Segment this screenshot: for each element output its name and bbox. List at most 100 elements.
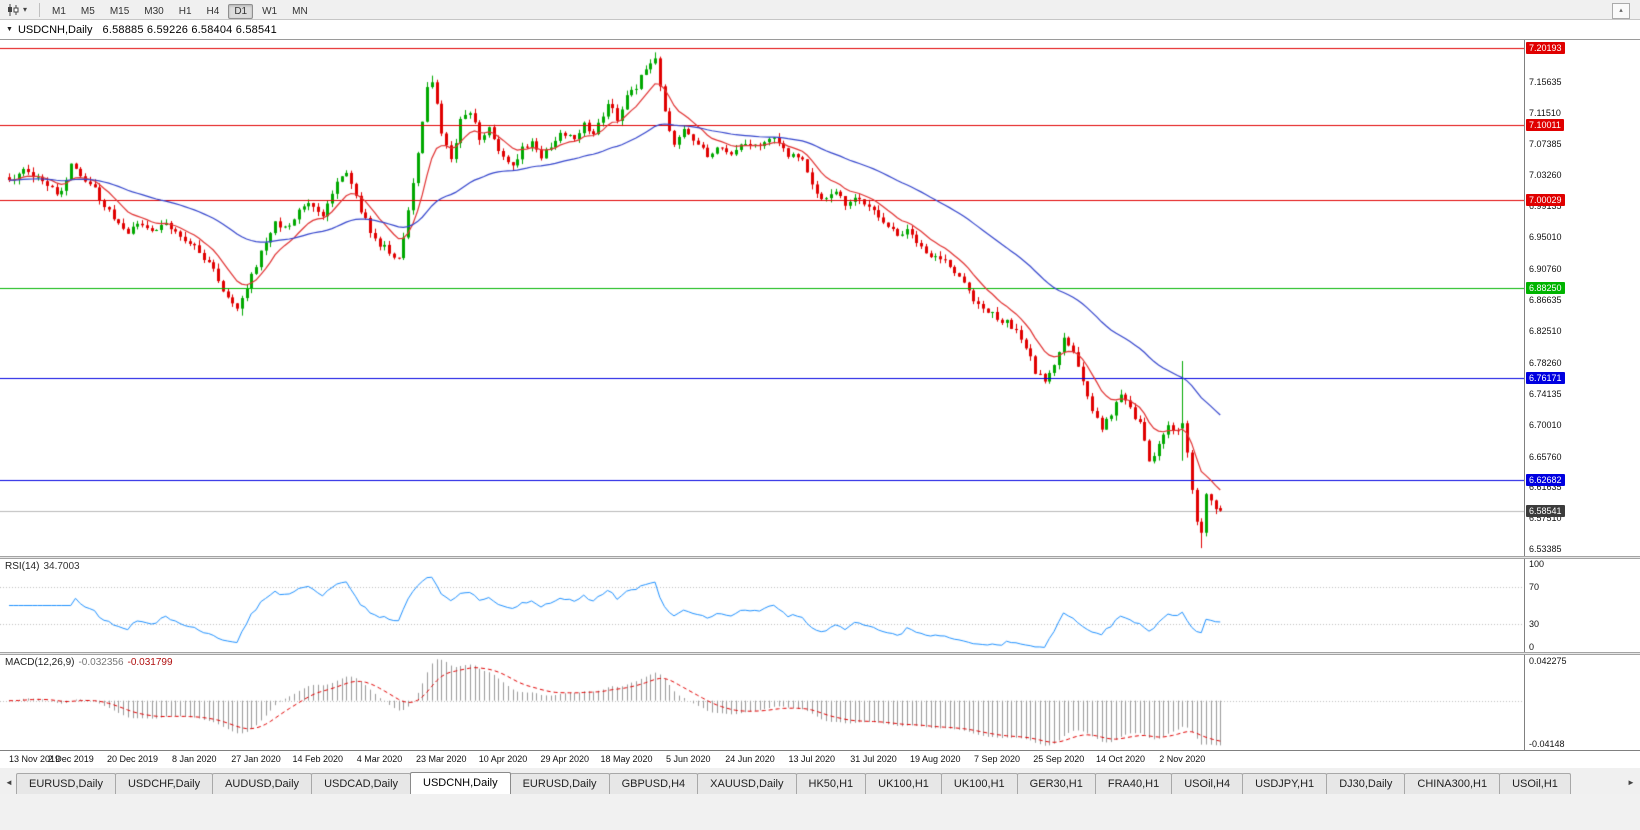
price-axis-label: 6.53385 [1529,544,1562,555]
macd-axis-min-label: -0.04148 [1529,739,1565,749]
symbol-tab[interactable]: GBPUSD,H4 [608,773,699,794]
rsi-indicator-label: RSI(14) 34.7003 [5,561,80,572]
symbol-tab[interactable]: EURUSD,Daily [16,773,116,794]
symbol-tab[interactable]: DJ30,Daily [1326,773,1406,794]
chart-window: ▼ USDCNH,Daily 6.58885 6.59226 6.58404 6… [0,20,1640,768]
time-axis-label: 10 Apr 2020 [478,754,528,764]
timeframe-button-m15[interactable]: M15 [109,5,130,17]
time-axis-label: 14 Oct 2020 [1095,754,1146,764]
toolbar-separator [39,2,40,17]
tabbar-scroll-right-icon[interactable]: ► [1627,778,1635,787]
symbol-tab[interactable]: FRA40,H1 [1094,773,1173,794]
symbol-tab[interactable]: USOil,H4 [1171,773,1244,794]
bid-price-tag: 6.58541 [1526,504,1565,517]
candlestick-chart-glyph [8,3,19,16]
status-bar [0,794,1640,830]
symbol-tab[interactable]: UK100,H1 [865,773,942,794]
time-axis-label: 31 Jul 2020 [850,754,897,764]
price-axis-label: 6.86635 [1529,294,1562,305]
pane-resize-divider[interactable] [0,652,1640,655]
time-axis-label: 2 Nov 2020 [1159,754,1206,764]
scroll-up-button[interactable]: ▴ [1612,3,1630,19]
macd-axis[interactable]: 0.042275 -0.04148 [1525,655,1640,750]
rsi-axis-label: 100 [1529,559,1545,569]
chart-type-dropdown-icon[interactable]: ▾ [23,5,28,14]
chart-dropdown-icon[interactable]: ▼ [6,26,13,33]
hline-price-tag: 7.10011 [1526,118,1564,131]
time-axis-label: 24 Jun 2020 [725,754,775,764]
price-chart-canvas[interactable] [0,40,1525,556]
macd-signal-value: -0.031799 [127,657,173,668]
hline-price-tag: 6.76171 [1526,372,1565,385]
symbol-tab[interactable]: HK50,H1 [795,773,867,794]
macd-chart-canvas[interactable] [0,655,1525,750]
price-axis-label: 6.95010 [1529,232,1562,243]
timeframe-button-d1[interactable]: D1 [228,3,254,19]
macd-pane: MACD(12,26,9) -0.032356 -0.031799 0.042275… [0,655,1640,750]
candlestick-chart-icon[interactable] [4,2,22,18]
pane-resize-divider[interactable] [0,556,1640,559]
price-pane: 7.15635 7.11510 7.07385 7.03260 6.99135 6.950… [0,40,1640,556]
time-axis-label: 29 Apr 2020 [540,754,590,764]
rsi-chart-canvas[interactable] [0,559,1525,652]
tabbar-scroll-left-icon[interactable]: ◄ [5,778,13,787]
price-axis-label: 7.03260 [1529,170,1562,181]
symbol-tab[interactable]: USDCAD,Daily [311,773,412,794]
time-axis-label: 27 Jan 2020 [231,754,281,764]
symbol-tab[interactable]: UK100,H1 [940,773,1018,794]
price-axis[interactable]: 7.15635 7.11510 7.07385 7.03260 6.99135 6.950… [1525,40,1640,556]
hline-price-tag: 7.20193 [1526,42,1565,55]
price-axis-label: 7.07385 [1529,139,1562,150]
macd-main-value: -0.032356 [78,657,124,668]
time-axis-label: 5 Jun 2020 [665,754,711,764]
symbol-tab[interactable]: GER30,H1 [1016,773,1096,794]
time-axis-label: 20 Dec 2019 [106,754,159,764]
timeframe-button-w1[interactable]: W1 [262,5,278,17]
rsi-name: RSI(14) [5,561,40,572]
toolbar: ▾ M1 M5 M15 M30 H1 H4 D1 W1 MN ▴ [0,0,1640,20]
time-axis-label: 14 Feb 2020 [292,754,344,764]
symbol-tab[interactable]: USDJPY,H1 [1242,773,1328,794]
symbol-tab[interactable]: AUDUSD,Daily [212,773,313,794]
time-axis-label: 25 Sep 2020 [1033,754,1085,764]
timeframe-button-m5[interactable]: M5 [80,5,95,17]
symbol-tab[interactable]: USDCHF,Daily [114,773,214,794]
time-axis[interactable]: 13 Nov 2019 2 Dec 2019 20 Dec 2019 8 Jan 20… [0,750,1640,768]
rsi-axis-label: 30 [1529,619,1540,630]
chart-ohlc-values: 6.58885 6.59226 6.58404 6.58541 [102,23,277,36]
timeframe-button-m1[interactable]: M1 [52,5,66,17]
symbol-tab[interactable]: XAUUSD,Daily [697,773,797,794]
symbol-tab[interactable]: USDCNH,Daily [410,772,511,794]
macd-indicator-label: MACD(12,26,9) -0.032356 -0.031799 [5,657,173,668]
time-axis-label: 2 Dec 2019 [47,754,94,764]
rsi-axis[interactable]: 100 70 30 0 [1525,559,1640,652]
hline-price-tag: 6.88250 [1526,281,1565,294]
time-axis-label: 7 Sep 2020 [973,754,1021,764]
price-axis-label: 6.70010 [1529,419,1562,430]
symbol-tab[interactable]: EURUSD,Daily [509,773,610,794]
chart-tabbar: ◄ EURUSD,Daily USDCHF,Daily AUDUSD,Daily US… [0,768,1640,794]
time-axis-label: 19 Aug 2020 [909,754,961,764]
time-axis-label: 13 Nov 2019 [9,754,61,764]
timeframe-buttons: M1 M5 M15 M30 H1 H4 D1 W1 MN [46,1,317,19]
rsi-pane: RSI(14) 34.7003 100 70 30 0 [0,559,1640,652]
timeframe-button-h4[interactable]: H4 [206,5,220,17]
price-axis-label: 6.90760 [1529,264,1562,275]
timeframe-button-h1[interactable]: H1 [178,5,192,17]
time-axis-label: 8 Jan 2020 [171,754,217,764]
price-axis-label: 6.74135 [1529,388,1562,399]
symbol-tab[interactable]: USOil,H1 [1499,773,1571,794]
rsi-axis-label: 70 [1529,581,1540,592]
macd-axis-max-label: 0.042275 [1529,656,1567,666]
timeframe-button-m30[interactable]: M30 [144,5,164,17]
price-axis-label: 6.61635 [1529,482,1562,493]
price-axis-label: 6.78260 [1529,357,1562,368]
price-axis-label: 6.57510 [1529,513,1562,524]
time-axis-label: 23 Mar 2020 [415,754,467,764]
hline-price-tag: 7.00029 [1526,193,1565,206]
symbol-tabs: EURUSD,Daily USDCHF,Daily AUDUSD,Daily USDC… [16,772,1624,794]
chart-header: ▼ USDCNH,Daily 6.58885 6.59226 6.58404 6… [0,20,1640,40]
symbol-tab[interactable]: CHINA300,H1 [1404,773,1501,794]
timeframe-button-mn[interactable]: MN [292,5,308,17]
